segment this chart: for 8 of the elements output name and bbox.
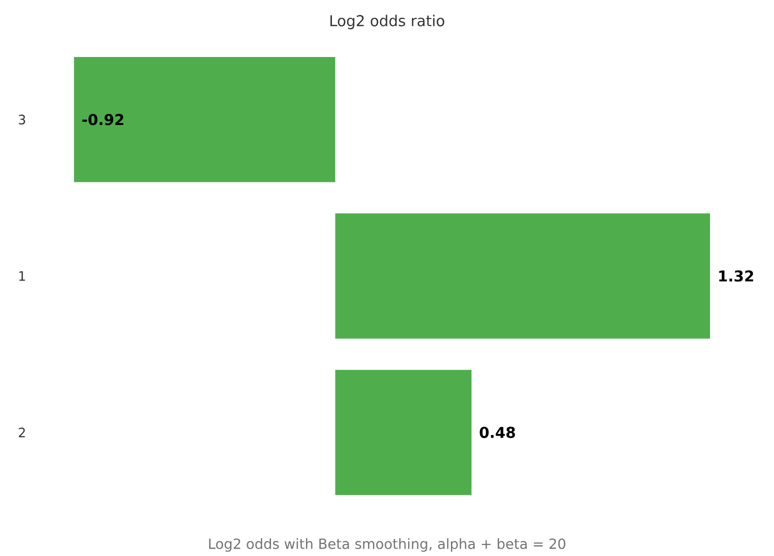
data-label: -0.92 [82, 114, 124, 126]
data-label: 0.48 [480, 426, 515, 438]
y-tick-label: 3 [18, 114, 26, 124]
chart-title: Log2 odds ratio [330, 14, 444, 30]
y-tick-label: 2 [18, 428, 25, 438]
x-axis-title: Log2 odds with Beta smoothing, alpha + beta = 20 [209, 538, 566, 552]
data-label: 1.32 [719, 270, 754, 282]
y-tick-label: 1 [19, 271, 25, 281]
